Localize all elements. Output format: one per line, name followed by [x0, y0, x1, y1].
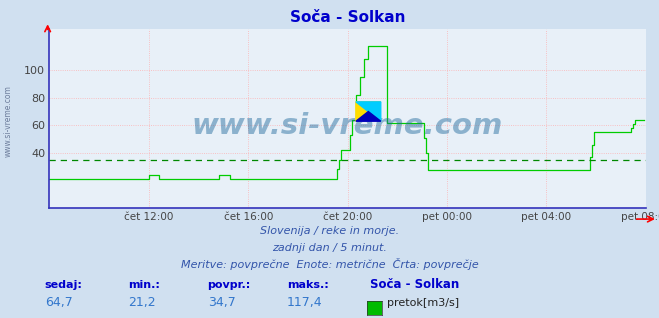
Text: zadnji dan / 5 minut.: zadnji dan / 5 minut.	[272, 243, 387, 252]
Polygon shape	[356, 102, 381, 121]
Text: 21,2: 21,2	[129, 296, 156, 309]
Text: Soča - Solkan: Soča - Solkan	[370, 278, 459, 291]
Polygon shape	[356, 102, 381, 121]
Polygon shape	[356, 112, 381, 121]
Text: pretok[m3/s]: pretok[m3/s]	[387, 298, 459, 308]
Text: 64,7: 64,7	[45, 296, 72, 309]
Text: www.si-vreme.com: www.si-vreme.com	[192, 112, 503, 140]
Text: Meritve: povprečne  Enote: metrične  Črta: povprečje: Meritve: povprečne Enote: metrične Črta:…	[181, 258, 478, 270]
Text: povpr.:: povpr.:	[208, 280, 251, 290]
Text: sedaj:: sedaj:	[45, 280, 82, 290]
Text: 34,7: 34,7	[208, 296, 235, 309]
Text: Slovenija / reke in morje.: Slovenija / reke in morje.	[260, 226, 399, 236]
Title: Soča - Solkan: Soča - Solkan	[290, 10, 405, 25]
Text: min.:: min.:	[129, 280, 160, 290]
Text: maks.:: maks.:	[287, 280, 328, 290]
Text: 117,4: 117,4	[287, 296, 322, 309]
Text: www.si-vreme.com: www.si-vreme.com	[3, 85, 13, 157]
